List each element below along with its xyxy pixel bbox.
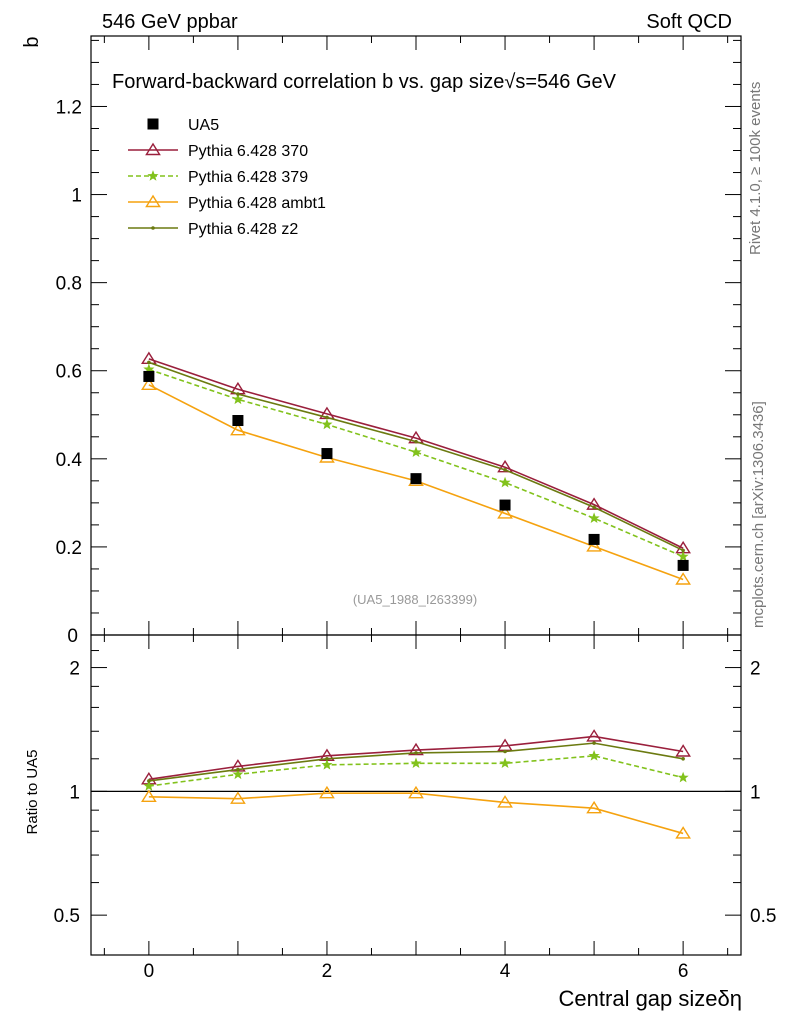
ratio-tick-label-left: 0.5 xyxy=(54,906,80,927)
series-3-point xyxy=(325,415,329,420)
series-1-point xyxy=(677,550,689,562)
legend-marker-data xyxy=(147,118,159,130)
legend-label-data: UA5 xyxy=(188,117,219,134)
ratio-1-point xyxy=(499,757,511,769)
ratio-3-point xyxy=(681,756,685,761)
y-tick-label-zero: 0 xyxy=(67,626,78,647)
ratio-line-0 xyxy=(148,735,684,781)
series-3-point xyxy=(414,439,418,444)
ratio-1-point xyxy=(321,758,333,770)
data-point xyxy=(232,415,244,427)
axis-tick-labels: 0 2 4 6 0.2 0.4 0.6 0.8 1 1.2 0.5 0.5 1 1 2 2 xyxy=(54,97,777,982)
ratio-1-point xyxy=(143,780,155,791)
ratio-2-point xyxy=(586,800,602,814)
x-axis-title: Central gap sizeδη xyxy=(559,986,742,1011)
series-line-3 xyxy=(148,361,684,552)
series-1-point xyxy=(588,512,600,524)
ratio-2-point xyxy=(497,795,513,808)
series-3-point xyxy=(592,505,596,510)
series-3-point xyxy=(147,360,151,365)
y-tick-label: 1 xyxy=(71,186,82,207)
legend-label-1: Pythia 6.428 379 xyxy=(188,169,308,186)
ratio-0-point xyxy=(586,729,602,742)
ratio-2-point xyxy=(141,789,157,802)
series-line-0 xyxy=(148,358,684,549)
series-2-point xyxy=(141,377,157,391)
ratio-2-point xyxy=(408,785,424,799)
data-point xyxy=(588,533,600,545)
y-tick-label: 0.2 xyxy=(56,538,82,559)
series-group xyxy=(141,351,691,585)
series-3-point xyxy=(681,548,685,553)
legend-marker-3 xyxy=(151,226,155,230)
ratio-tick-label-left: 1 xyxy=(69,782,80,803)
legend: UA5 Pythia 6.428 370 Pythia 6.428 379 Pythi… xyxy=(128,117,326,238)
ratio-3-point xyxy=(503,749,507,754)
data-point xyxy=(321,448,333,460)
ratio-3-point xyxy=(236,767,240,772)
series-2-point xyxy=(497,506,513,519)
legend-label-0: Pythia 6.428 370 xyxy=(188,143,308,160)
series-1-point xyxy=(321,418,333,430)
axis-ticks xyxy=(91,36,741,955)
ratio-1-point xyxy=(588,749,600,761)
y-tick-label: 0.6 xyxy=(56,362,82,383)
legend-marker-2 xyxy=(145,194,161,208)
legend-marker-1 xyxy=(147,170,159,181)
x-tick-label: 2 xyxy=(322,961,333,982)
x-tick-label: 6 xyxy=(678,961,689,982)
ratio-series-group xyxy=(141,729,691,839)
ratio-axis-title: Ratio to UA5 xyxy=(24,749,41,834)
series-1-point xyxy=(410,446,422,457)
data-points-group xyxy=(143,370,689,571)
data-point xyxy=(499,499,511,511)
rivet-version-label: Rivet 4.1.0, ≥ 100k events xyxy=(747,82,764,255)
data-point xyxy=(677,559,689,571)
series-2-point xyxy=(586,539,602,552)
ratio-2-point xyxy=(230,791,246,804)
header-right-label: Soft QCD xyxy=(646,11,732,33)
y-axis-title: b xyxy=(21,36,43,47)
ratio-1-point xyxy=(677,771,689,783)
data-point xyxy=(410,473,422,485)
ratio-3-point xyxy=(147,779,151,783)
ratio-1-point xyxy=(232,768,244,780)
ratio-3-point xyxy=(325,756,329,761)
ratio-1-point xyxy=(410,757,422,769)
analysis-watermark: (UA5_1988_I263399) xyxy=(353,592,477,607)
data-point xyxy=(143,370,155,382)
ratio-3-point xyxy=(414,751,418,755)
header-left-label: 546 GeV ppbar xyxy=(102,11,238,33)
chart-title: Forward-backward correlation b vs. gap s… xyxy=(112,71,617,93)
series-1-point xyxy=(232,393,244,405)
series-1-point xyxy=(499,476,511,488)
ratio-2-point xyxy=(675,826,691,839)
ratio-tick-label-right: 2 xyxy=(750,659,761,680)
ratio-tick-label-right: 1 xyxy=(750,782,761,803)
series-3-point xyxy=(503,468,507,472)
y-tick-label: 1.2 xyxy=(56,97,82,118)
ratio-line-2 xyxy=(148,792,684,835)
mcplots-label: mcplots.cern.ch [arXiv:1306.3436] xyxy=(750,401,767,628)
legend-label-3: Pythia 6.428 z2 xyxy=(188,221,298,238)
legend-marker-0 xyxy=(145,142,161,156)
ratio-tick-label-right: 0.5 xyxy=(750,906,776,927)
series-0-point xyxy=(497,459,513,473)
ratio-0-point xyxy=(675,744,691,757)
series-2-point xyxy=(675,572,691,585)
series-3-point xyxy=(236,392,240,396)
y-tick-label: 0.8 xyxy=(56,274,82,295)
series-2-point xyxy=(230,422,246,436)
series-line-1 xyxy=(148,368,684,558)
ratio-3-point xyxy=(592,741,596,745)
x-tick-label: 4 xyxy=(500,961,511,982)
ratio-panel-frame xyxy=(90,634,742,956)
series-0-point xyxy=(586,497,602,510)
legend-label-2: Pythia 6.428 ambt1 xyxy=(188,195,326,212)
y-tick-label: 0.4 xyxy=(56,450,83,471)
ratio-tick-label-left: 2 xyxy=(69,659,80,680)
x-tick-label: 0 xyxy=(144,961,155,982)
ratio-2-point xyxy=(319,785,335,799)
